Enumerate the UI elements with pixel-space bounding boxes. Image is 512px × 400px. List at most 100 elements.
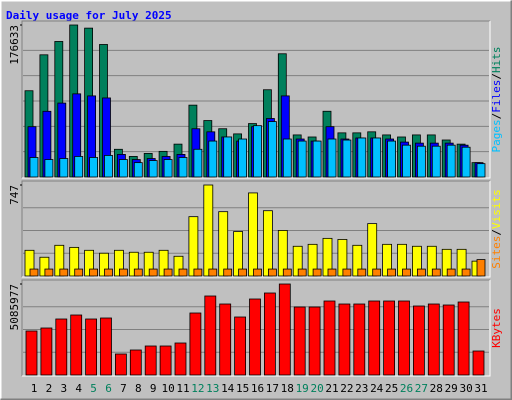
bar	[402, 268, 411, 277]
bar	[431, 268, 441, 277]
bar	[426, 245, 437, 277]
bar	[277, 230, 288, 277]
y-tick-label: 5085977	[8, 284, 21, 330]
panel-bevel-light	[22, 21, 491, 179]
bar	[44, 159, 54, 178]
bar	[476, 163, 486, 178]
bar	[238, 268, 248, 277]
bar	[54, 244, 65, 277]
bar	[342, 139, 352, 178]
bar	[70, 314, 83, 376]
bar	[446, 268, 456, 277]
x-tick-label: 4	[75, 382, 82, 395]
bar	[327, 138, 337, 178]
bar	[461, 146, 471, 178]
x-tick-label: 30	[459, 382, 472, 395]
x-tick-label: 19	[296, 382, 309, 395]
bar	[312, 268, 322, 277]
x-tick-label: 15	[236, 382, 249, 395]
bar	[44, 268, 54, 277]
bar	[367, 223, 378, 277]
bar	[456, 248, 467, 277]
bar	[89, 157, 98, 178]
legend-entry: Files	[490, 80, 503, 113]
bar	[442, 304, 455, 376]
bar	[219, 303, 232, 376]
bar	[297, 268, 307, 277]
x-tick-label: 2	[46, 382, 53, 395]
bar	[387, 140, 397, 178]
bar	[25, 330, 38, 376]
x-tick-label: 29	[445, 382, 458, 395]
x-tick-label: 28	[430, 382, 443, 395]
legend-entry: KBytes	[490, 308, 503, 348]
legend-separator: /	[490, 229, 503, 236]
bar	[446, 144, 456, 178]
bar	[218, 211, 229, 277]
bar	[411, 245, 422, 277]
bar	[263, 292, 276, 376]
bar	[372, 268, 382, 277]
bar	[100, 317, 112, 376]
bar	[293, 306, 306, 376]
bar	[163, 268, 173, 277]
legend-separator: /	[490, 73, 503, 80]
x-tick-label: 8	[135, 382, 142, 395]
bar	[69, 246, 80, 277]
bar	[278, 283, 291, 376]
bar	[253, 125, 262, 178]
x-tick-label: 11	[176, 382, 189, 395]
legend-entry: Pages	[490, 119, 503, 152]
bar	[357, 268, 367, 277]
bar	[163, 159, 173, 178]
bar	[249, 298, 261, 376]
bar	[427, 303, 440, 376]
bar	[128, 251, 139, 277]
bar	[267, 121, 277, 178]
bar	[441, 248, 452, 277]
bar	[40, 327, 53, 376]
legend-separator: /	[490, 113, 503, 120]
bar	[262, 210, 273, 277]
x-tick-label: 23	[355, 382, 368, 395]
chart-title: Daily usage for July 2025	[6, 9, 172, 22]
panel-bevel-dark	[21, 20, 490, 178]
bar	[352, 244, 363, 277]
bar	[119, 268, 128, 277]
bar	[173, 255, 184, 277]
legend-entry: Visits	[490, 189, 503, 229]
bar	[129, 349, 142, 376]
bar	[282, 268, 292, 277]
legend-entry: Sites	[490, 236, 503, 269]
x-tick-label: 20	[310, 382, 323, 395]
x-tick-label: 13	[206, 382, 219, 395]
bar	[461, 268, 471, 277]
bar	[114, 249, 124, 277]
bar	[133, 162, 143, 178]
panel-bevel-light	[22, 280, 491, 377]
bar	[208, 268, 218, 277]
bar	[59, 158, 69, 178]
bar	[203, 184, 214, 277]
panel-bevel-dark	[21, 279, 490, 376]
bar	[307, 243, 318, 277]
bar	[208, 140, 218, 178]
bar	[55, 318, 68, 376]
bar	[402, 144, 411, 178]
y-tick-label: 747	[8, 185, 21, 205]
x-tick-label: 31	[474, 382, 487, 395]
bar	[204, 295, 217, 376]
bar	[382, 243, 393, 277]
bar	[327, 268, 337, 277]
x-tick-label: 14	[221, 382, 235, 395]
bar	[174, 342, 187, 376]
bar	[342, 268, 352, 277]
bar	[188, 216, 199, 277]
bar	[85, 318, 97, 376]
bar	[416, 268, 426, 277]
bar	[39, 256, 50, 277]
bar	[143, 251, 154, 277]
y-tick-label: 176633	[8, 25, 21, 65]
bar	[223, 136, 233, 178]
bar	[104, 268, 113, 277]
